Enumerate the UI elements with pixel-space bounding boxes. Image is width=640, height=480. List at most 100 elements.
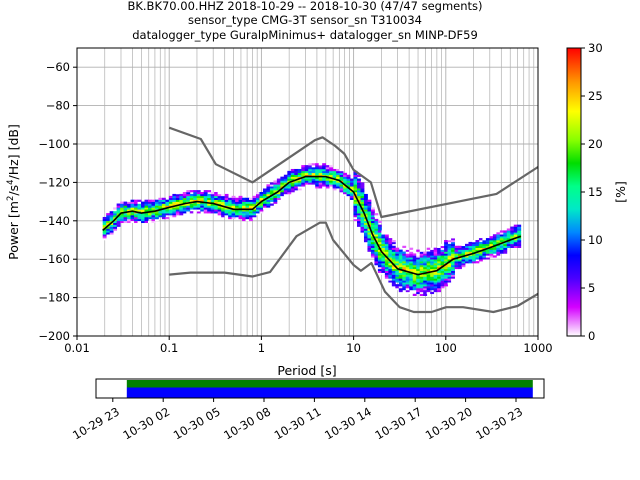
x-tick-label: 100 — [435, 341, 457, 355]
histogram-cell — [423, 276, 428, 279]
histogram-cell — [262, 207, 267, 210]
histogram-cell — [315, 172, 320, 176]
histogram-cell — [280, 195, 285, 199]
histogram-cell — [510, 234, 515, 237]
histogram-cell — [433, 264, 438, 268]
histogram-cell — [388, 278, 393, 281]
histogram-cell — [489, 241, 494, 245]
histogram-cell — [419, 284, 424, 287]
histogram-cell — [346, 188, 351, 191]
histogram-cell — [447, 251, 452, 254]
histogram-cell — [381, 247, 386, 250]
histogram-cell — [416, 264, 421, 268]
histogram-cell — [102, 216, 107, 220]
histogram-cell — [499, 247, 504, 250]
histogram-cell — [468, 241, 473, 245]
histogram-cell — [259, 205, 264, 208]
colorbar-tick-label: 15 — [588, 185, 603, 199]
histogram-cell — [304, 176, 309, 179]
histogram-cell — [454, 247, 459, 250]
histogram-cell — [388, 241, 393, 245]
histogram-cell — [353, 186, 358, 189]
histogram-cell — [468, 243, 473, 247]
histogram-cell — [489, 240, 494, 243]
histogram-cell — [370, 249, 375, 252]
histogram-cell — [106, 228, 111, 231]
histogram-cell — [308, 165, 313, 168]
histogram-cell — [249, 213, 253, 216]
histogram-cell — [447, 245, 452, 248]
histogram-cell — [329, 182, 334, 185]
histogram-cell — [203, 190, 208, 193]
histogram-cell — [423, 264, 428, 268]
histogram-cell — [426, 263, 431, 266]
histogram-cell — [492, 240, 497, 243]
histogram-cell — [496, 253, 501, 256]
histogram-cell — [416, 261, 421, 264]
histogram-cell — [116, 224, 121, 227]
histogram-cell — [252, 195, 257, 199]
histogram-cell — [440, 251, 445, 254]
histogram-cell — [322, 167, 327, 170]
histogram-cell — [109, 224, 114, 227]
histogram-cell — [269, 195, 274, 199]
histogram-cell — [517, 238, 522, 241]
histogram-cell — [315, 165, 320, 168]
histogram-cell — [353, 188, 358, 191]
histogram-cell — [353, 207, 358, 210]
histogram-cell — [370, 240, 375, 243]
histogram-cell — [405, 288, 410, 291]
histogram-cell — [182, 203, 187, 206]
histogram-cell — [363, 195, 368, 199]
histogram-cell — [336, 180, 340, 183]
histogram-cell — [391, 240, 396, 243]
histogram-cell — [360, 193, 365, 197]
histogram-cell — [499, 230, 504, 233]
histogram-cell — [402, 255, 407, 258]
histogram-cell — [130, 218, 135, 222]
histogram-cell — [398, 251, 403, 254]
histogram-cell — [451, 257, 455, 260]
histogram-cell — [113, 222, 118, 225]
histogram-cell — [496, 241, 501, 245]
histogram-cell — [172, 199, 177, 202]
histogram-cell — [242, 218, 246, 222]
histogram-cell — [503, 232, 508, 235]
histogram-cell — [224, 195, 229, 199]
histogram-cell — [412, 293, 417, 296]
histogram-cell — [465, 261, 469, 264]
histogram-cell — [395, 274, 400, 277]
histogram-cell — [106, 232, 111, 235]
histogram-cell — [106, 222, 111, 225]
histogram-cell — [412, 255, 417, 258]
histogram-cell — [255, 209, 260, 212]
histogram-cell — [482, 257, 487, 260]
histogram-cell — [412, 280, 417, 283]
histogram-cell — [224, 199, 229, 202]
histogram-cell — [377, 270, 382, 273]
histogram-cell — [447, 280, 452, 283]
histogram-cell — [360, 188, 365, 191]
histogram-cell — [196, 205, 201, 208]
histogram-cell — [419, 263, 424, 266]
histogram-cell — [182, 192, 187, 195]
histogram-cell — [430, 276, 435, 279]
histogram-cell — [346, 184, 351, 187]
histogram-cell — [343, 174, 347, 177]
x-axis-label: Period [s] — [277, 363, 336, 378]
histogram-cell — [440, 280, 445, 283]
histogram-cell — [280, 176, 285, 179]
histogram-cell — [113, 215, 118, 218]
histogram-cell — [437, 272, 442, 275]
histogram-cell — [315, 180, 320, 183]
histogram-cell — [137, 201, 142, 204]
histogram-cell — [269, 192, 274, 195]
histogram-cell — [165, 216, 170, 220]
histogram-cell — [353, 218, 358, 222]
histogram-cell — [395, 286, 400, 289]
histogram-cell — [409, 249, 414, 252]
histogram-cell — [113, 226, 118, 229]
coverage-bars — [126, 380, 533, 398]
histogram-cell — [322, 163, 327, 166]
histogram-cell — [221, 199, 226, 202]
